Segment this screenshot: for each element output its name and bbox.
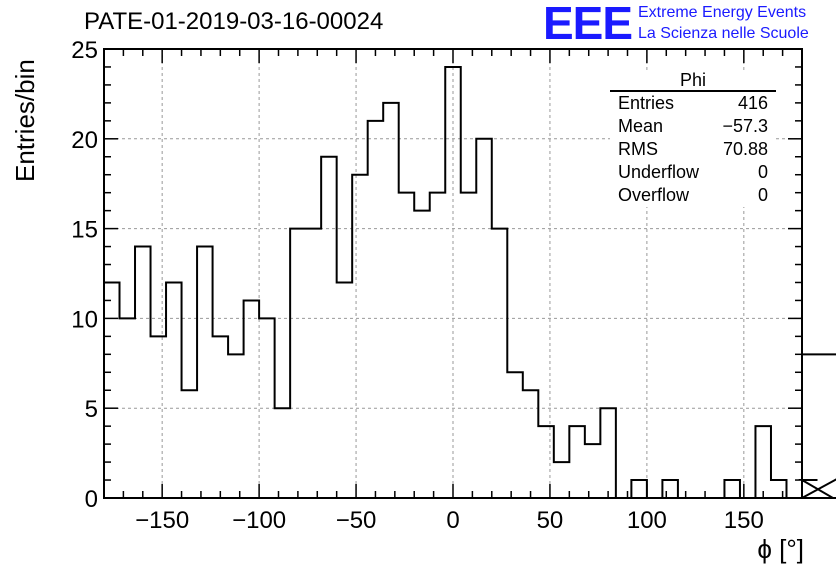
stats-row-mean: Mean −57.3 <box>610 115 776 138</box>
stats-value: 0 <box>757 185 768 205</box>
y-tick-label: 25 <box>71 37 98 64</box>
stats-title: Phi <box>610 70 776 92</box>
stats-label: Overflow <box>618 185 690 205</box>
x-tick-labels: −150 −100 −50 0 50 100 150 <box>135 507 764 534</box>
x-tick-label: −100 <box>232 507 286 534</box>
stats-value: 70.88 <box>722 139 768 159</box>
x-tick-label: 50 <box>537 507 564 534</box>
y-tick-label: 0 <box>85 486 98 513</box>
stats-row-entries: Entries 416 <box>610 92 776 115</box>
stats-value: −57.3 <box>722 116 768 136</box>
eee-logo: EEE <box>543 0 633 49</box>
y-tick-label: 20 <box>71 127 98 154</box>
x-tick-label: −50 <box>336 507 377 534</box>
stats-label: Entries <box>618 93 675 113</box>
stats-row-underflow: Underflow 0 <box>610 161 776 184</box>
y-tick-labels: 0 5 10 15 20 25 <box>71 37 98 513</box>
stats-box: Phi Entries 416 Mean −57.3 RMS 70.88 Und… <box>610 70 776 207</box>
logo-line-1: Extreme Energy Events <box>638 4 807 21</box>
stats-row-rms: RMS 70.88 <box>610 138 776 161</box>
x-tick-label: 0 <box>446 507 459 534</box>
stats-label: Mean <box>618 116 664 136</box>
stats-row-overflow: Overflow 0 <box>610 184 776 207</box>
y-tick-label: 5 <box>85 396 98 423</box>
y-axis-label: Entries/bin <box>10 59 40 182</box>
stats-label: Underflow <box>618 162 700 182</box>
stats-value: 416 <box>737 93 768 113</box>
stats-label: RMS <box>618 139 658 159</box>
stats-value: 0 <box>757 162 768 182</box>
plot-title: PATE-01-2019-03-16-00024 <box>84 8 384 35</box>
y-axis-label-box: Entries/bin <box>8 59 40 190</box>
histogram-line <box>104 65 836 499</box>
x-tick-label: 100 <box>627 507 667 534</box>
x-tick-label: −150 <box>135 507 189 534</box>
y-tick-label: 15 <box>71 217 98 244</box>
axis-ticks <box>104 49 802 498</box>
x-axis-label: ϕ [°] <box>757 534 804 564</box>
logo-line-2: La Scienza nelle Scuole <box>638 25 809 42</box>
y-tick-label: 10 <box>71 306 98 333</box>
x-tick-label: 150 <box>724 507 764 534</box>
